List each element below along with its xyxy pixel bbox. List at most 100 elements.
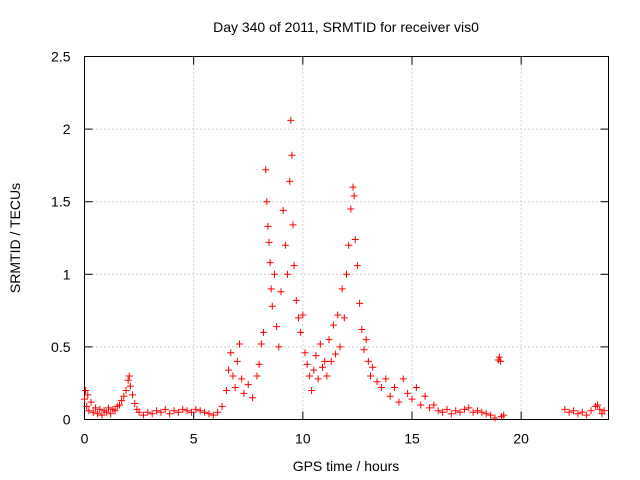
y-tick-label: 0 [63, 412, 71, 428]
data-point [205, 410, 213, 418]
data-points [81, 116, 608, 422]
data-point [115, 401, 123, 409]
data-point [270, 270, 278, 278]
data-point [345, 241, 353, 249]
data-point [225, 366, 233, 374]
data-point [399, 375, 407, 383]
data-point [303, 360, 311, 368]
data-point [421, 392, 429, 400]
data-point [474, 407, 481, 415]
data-point [308, 386, 316, 394]
data-point [170, 407, 178, 415]
data-point [478, 408, 486, 416]
data-point [565, 408, 573, 416]
data-point [87, 398, 95, 406]
data-point [316, 340, 324, 348]
data-point [148, 410, 156, 418]
data-point [561, 405, 569, 413]
data-point [290, 262, 298, 270]
x-axis-label: GPS time / hours [293, 458, 400, 474]
data-point [201, 408, 209, 416]
data-point [253, 372, 261, 380]
data-point [279, 206, 287, 214]
data-point [139, 411, 147, 419]
data-point [487, 411, 495, 419]
data-point [425, 404, 433, 412]
data-point [362, 336, 370, 344]
data-point [111, 407, 119, 415]
y-tick-label: 0.5 [51, 339, 71, 355]
data-point [443, 405, 451, 413]
data-point [273, 323, 281, 331]
data-point [338, 285, 346, 293]
data-point [318, 363, 326, 371]
data-point [340, 314, 348, 322]
data-point [412, 384, 420, 392]
data-point [268, 302, 276, 310]
data-point [85, 407, 93, 415]
data-point [264, 222, 272, 230]
data-point [120, 392, 128, 400]
data-point [262, 166, 270, 174]
data-point [91, 404, 99, 412]
data-point [266, 259, 274, 267]
data-point [157, 408, 165, 416]
data-point [301, 349, 309, 357]
data-point [373, 378, 381, 386]
data-point [102, 408, 110, 416]
data-point [369, 363, 377, 371]
data-point [570, 407, 578, 415]
data-point [594, 401, 602, 409]
data-point [267, 285, 275, 293]
data-point [349, 183, 357, 191]
data-point [222, 386, 230, 394]
data-point [325, 336, 333, 344]
data-point [408, 395, 416, 403]
data-point [310, 366, 318, 374]
data-point [600, 407, 608, 415]
data-point [439, 408, 447, 416]
data-point [500, 411, 508, 419]
data-point [323, 372, 331, 380]
data-point [299, 311, 307, 319]
data-point [417, 401, 425, 409]
data-point [244, 381, 252, 389]
x-tick-label: 15 [404, 431, 420, 447]
data-point [404, 389, 412, 397]
data-point [327, 357, 335, 365]
data-point [153, 407, 161, 415]
data-point [288, 151, 296, 159]
x-tick-label: 20 [513, 431, 529, 447]
data-point [81, 395, 88, 403]
data-point [214, 408, 222, 416]
data-point [89, 408, 97, 416]
data-point [281, 241, 289, 249]
data-point [292, 296, 300, 304]
data-point [231, 384, 239, 392]
data-point [131, 400, 139, 408]
data-point [255, 360, 263, 368]
data-point [377, 384, 385, 392]
data-point [382, 375, 390, 383]
data-point [491, 414, 499, 422]
data-point [495, 353, 503, 361]
data-point [96, 405, 104, 413]
data-point [578, 408, 586, 416]
data-point [192, 405, 200, 413]
data-point [124, 376, 132, 384]
data-point [118, 397, 126, 405]
data-point [367, 372, 375, 380]
data-point [144, 408, 152, 416]
data-point [265, 238, 273, 246]
data-point [360, 346, 368, 354]
data-point [482, 410, 490, 418]
data-point [277, 288, 285, 296]
data-point [321, 357, 329, 365]
data-point [196, 407, 204, 415]
data-point [209, 411, 217, 419]
data-point [122, 386, 130, 394]
data-point [187, 408, 195, 416]
data-point [229, 372, 237, 380]
data-point [287, 116, 295, 124]
plot-border [84, 56, 609, 420]
